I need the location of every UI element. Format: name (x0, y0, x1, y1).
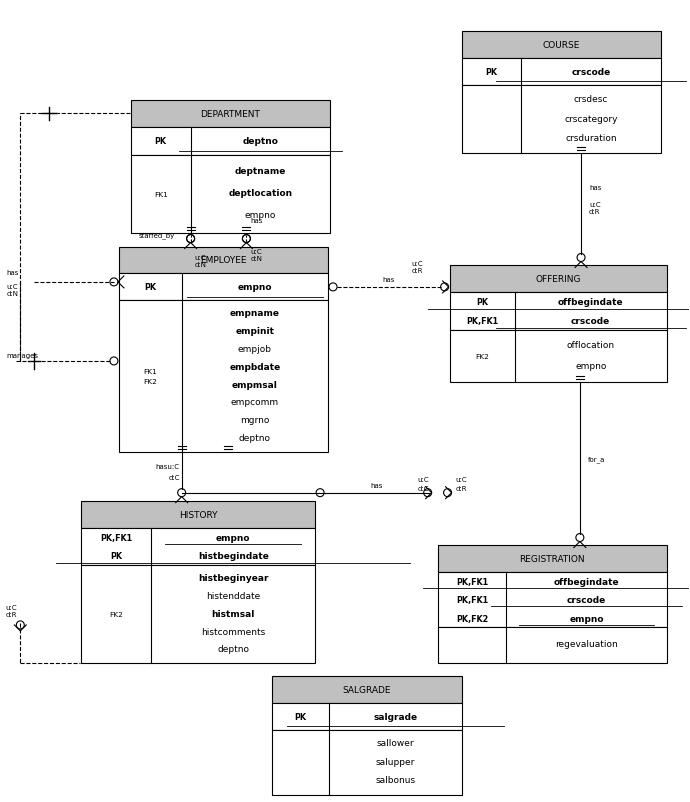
Bar (131, 156, 330, 233)
Text: PK: PK (295, 712, 306, 721)
Text: HISTORY: HISTORY (179, 510, 217, 519)
Bar (273, 703, 462, 730)
Text: manages: manages (6, 353, 39, 358)
Text: crscode: crscode (571, 317, 611, 326)
Text: d:C: d:C (168, 474, 179, 480)
Text: deptlocation: deptlocation (228, 189, 293, 198)
Text: has: has (383, 277, 395, 282)
Text: for_a: for_a (588, 456, 605, 463)
Text: regevaluation: regevaluation (555, 640, 618, 649)
Text: u:C
d:R: u:C d:R (412, 261, 424, 274)
Bar (81, 528, 315, 565)
Text: staffed_by: staffed_by (139, 232, 175, 239)
Text: DEPARTMENT: DEPARTMENT (201, 110, 260, 119)
Text: PK: PK (144, 283, 157, 292)
Text: d:R: d:R (456, 485, 467, 491)
Text: histcomments: histcomments (201, 627, 266, 636)
Bar (81, 565, 315, 663)
Text: deptname: deptname (235, 167, 286, 176)
Bar (437, 546, 667, 573)
Text: FK1: FK1 (154, 192, 168, 197)
Bar (450, 331, 667, 383)
Text: OFFERING: OFFERING (535, 275, 581, 284)
Text: empname: empname (230, 309, 280, 318)
Text: empbdate: empbdate (229, 363, 281, 371)
Text: empno: empno (237, 283, 272, 292)
Text: salgrade: salgrade (373, 712, 417, 721)
Text: crscode: crscode (567, 596, 606, 605)
Text: PK,FK2: PK,FK2 (456, 614, 488, 623)
Text: histbegindate: histbegindate (198, 552, 268, 561)
Text: PK: PK (485, 68, 497, 77)
Bar (437, 627, 667, 663)
Text: empinit: empinit (235, 326, 275, 336)
Text: mgrno: mgrno (240, 415, 270, 425)
Text: deptno: deptno (242, 137, 278, 146)
Text: u:C
d:N: u:C d:N (250, 249, 262, 261)
Text: empcomm: empcomm (230, 398, 279, 407)
Bar (131, 128, 330, 156)
Text: u:C
d:R: u:C d:R (589, 201, 600, 214)
Text: REGISTRATION: REGISTRATION (520, 555, 585, 564)
Text: u:C
d:R: u:C d:R (6, 605, 17, 618)
Text: u:C: u:C (455, 476, 467, 482)
Text: has: has (6, 269, 19, 276)
Text: crsdesc: crsdesc (574, 95, 608, 104)
Text: offlocation: offlocation (566, 341, 615, 350)
Text: histbeginyear: histbeginyear (198, 573, 268, 582)
Text: COURSE: COURSE (542, 41, 580, 51)
Text: hasu:C: hasu:C (156, 464, 179, 469)
Text: empjob: empjob (238, 345, 272, 354)
Bar (119, 301, 328, 452)
Text: FK1
FK2: FK1 FK2 (144, 369, 157, 385)
Bar (273, 676, 462, 703)
Bar (450, 293, 667, 331)
Text: u:C
d:N: u:C d:N (195, 255, 206, 268)
Bar (81, 501, 315, 528)
Text: offbegindate: offbegindate (553, 577, 620, 586)
Bar (131, 101, 330, 128)
Bar (462, 86, 661, 154)
Text: FK2: FK2 (109, 611, 123, 618)
Text: has: has (371, 482, 382, 488)
Text: SALGRADE: SALGRADE (343, 685, 391, 695)
Text: salbonus: salbonus (375, 776, 415, 784)
Text: empno: empno (245, 211, 276, 220)
Text: empno: empno (569, 614, 604, 623)
Text: PK,FK1: PK,FK1 (100, 533, 132, 542)
Bar (462, 59, 661, 86)
Text: PK,FK1: PK,FK1 (456, 577, 488, 586)
Text: PK,FK1: PK,FK1 (466, 317, 498, 326)
Text: empno: empno (575, 362, 607, 371)
Bar (450, 266, 667, 293)
Text: EMPLOYEE: EMPLOYEE (200, 256, 247, 265)
Text: histenddate: histenddate (206, 591, 260, 601)
Text: FK2: FK2 (475, 354, 489, 360)
Text: deptno: deptno (239, 434, 271, 443)
Text: histmsal: histmsal (212, 609, 255, 618)
Text: deptno: deptno (217, 645, 249, 654)
Text: empmsal: empmsal (232, 380, 278, 389)
Text: empno: empno (216, 533, 250, 542)
Bar (437, 573, 667, 627)
Text: PK: PK (476, 298, 488, 307)
Bar (119, 274, 328, 301)
Bar (462, 32, 661, 59)
Text: PK,FK1: PK,FK1 (456, 596, 488, 605)
Text: crscode: crscode (571, 68, 611, 77)
Bar (273, 730, 462, 795)
Text: crsduration: crsduration (565, 134, 617, 143)
Text: PK: PK (110, 552, 122, 561)
Bar (119, 247, 328, 274)
Text: has: has (589, 185, 602, 191)
Text: PK: PK (155, 137, 167, 146)
Text: u:C: u:C (418, 476, 429, 482)
Text: offbegindate: offbegindate (558, 298, 624, 307)
Text: salupper: salupper (375, 757, 415, 766)
Text: d:C: d:C (418, 485, 429, 491)
Text: u:C
d:N: u:C d:N (6, 284, 19, 297)
Text: has: has (250, 217, 263, 223)
Text: crscategory: crscategory (564, 115, 618, 124)
Text: sallower: sallower (377, 739, 414, 747)
